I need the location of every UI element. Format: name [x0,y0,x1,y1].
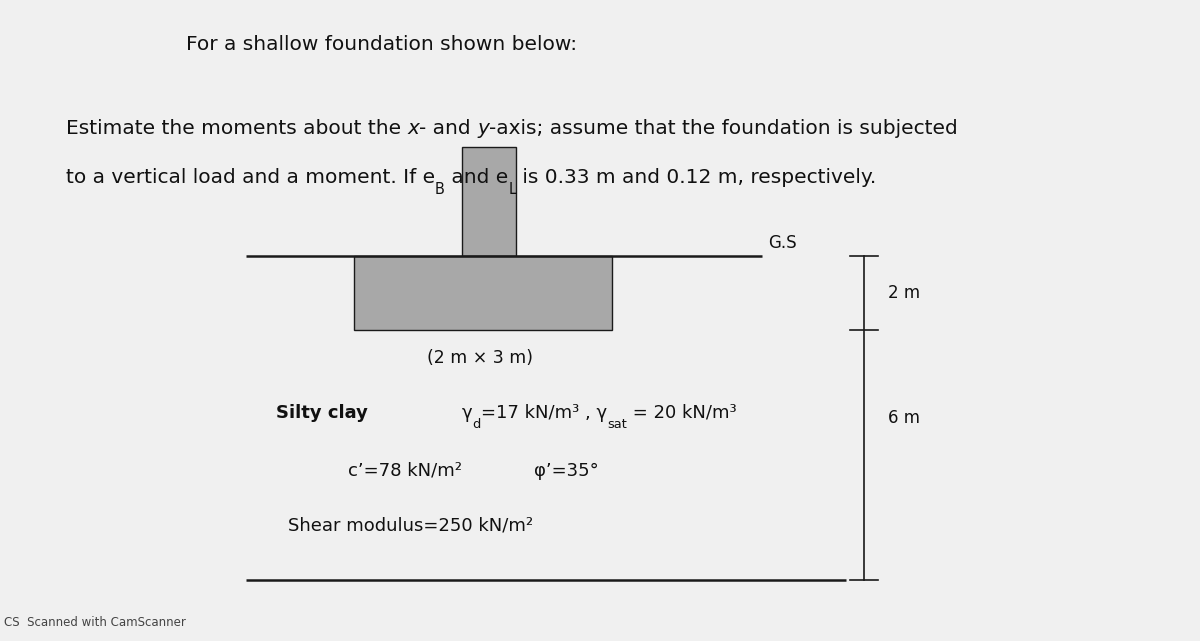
Bar [354,256,612,330]
Text: and e: and e [445,168,509,187]
Text: 2 m: 2 m [888,284,920,303]
Text: = 20 kN/m³: = 20 kN/m³ [626,404,737,422]
Text: x: x [408,119,419,138]
Text: G.S: G.S [768,234,797,252]
Text: y: y [478,119,490,138]
Text: (2 m × 3 m): (2 m × 3 m) [427,349,533,367]
Text: CS  Scanned with CamScanner: CS Scanned with CamScanner [4,617,186,629]
Text: - and: - and [419,119,478,138]
Text: For a shallow foundation shown below:: For a shallow foundation shown below: [186,35,577,54]
Text: 6 m: 6 m [888,409,920,428]
Text: is 0.33 m and 0.12 m, respectively.: is 0.33 m and 0.12 m, respectively. [516,168,876,187]
Bar [462,147,516,256]
Text: sat: sat [607,418,626,431]
Text: Silty clay: Silty clay [276,404,368,422]
Text: to a vertical load and a moment. If e: to a vertical load and a moment. If e [66,168,436,187]
Text: c’=78 kN/m²: c’=78 kN/m² [348,462,462,479]
Text: γ: γ [462,404,473,422]
Text: =17 kN/m³ , γ: =17 kN/m³ , γ [481,404,607,422]
Text: L: L [509,182,516,197]
Text: B: B [436,182,445,197]
Text: Estimate the moments about the: Estimate the moments about the [66,119,408,138]
Text: Shear modulus=250 kN/m²: Shear modulus=250 kN/m² [288,516,533,534]
Text: -axis; assume that the foundation is subjected: -axis; assume that the foundation is sub… [490,119,958,138]
Text: d: d [473,418,481,431]
Text: φ’=35°: φ’=35° [534,462,599,479]
